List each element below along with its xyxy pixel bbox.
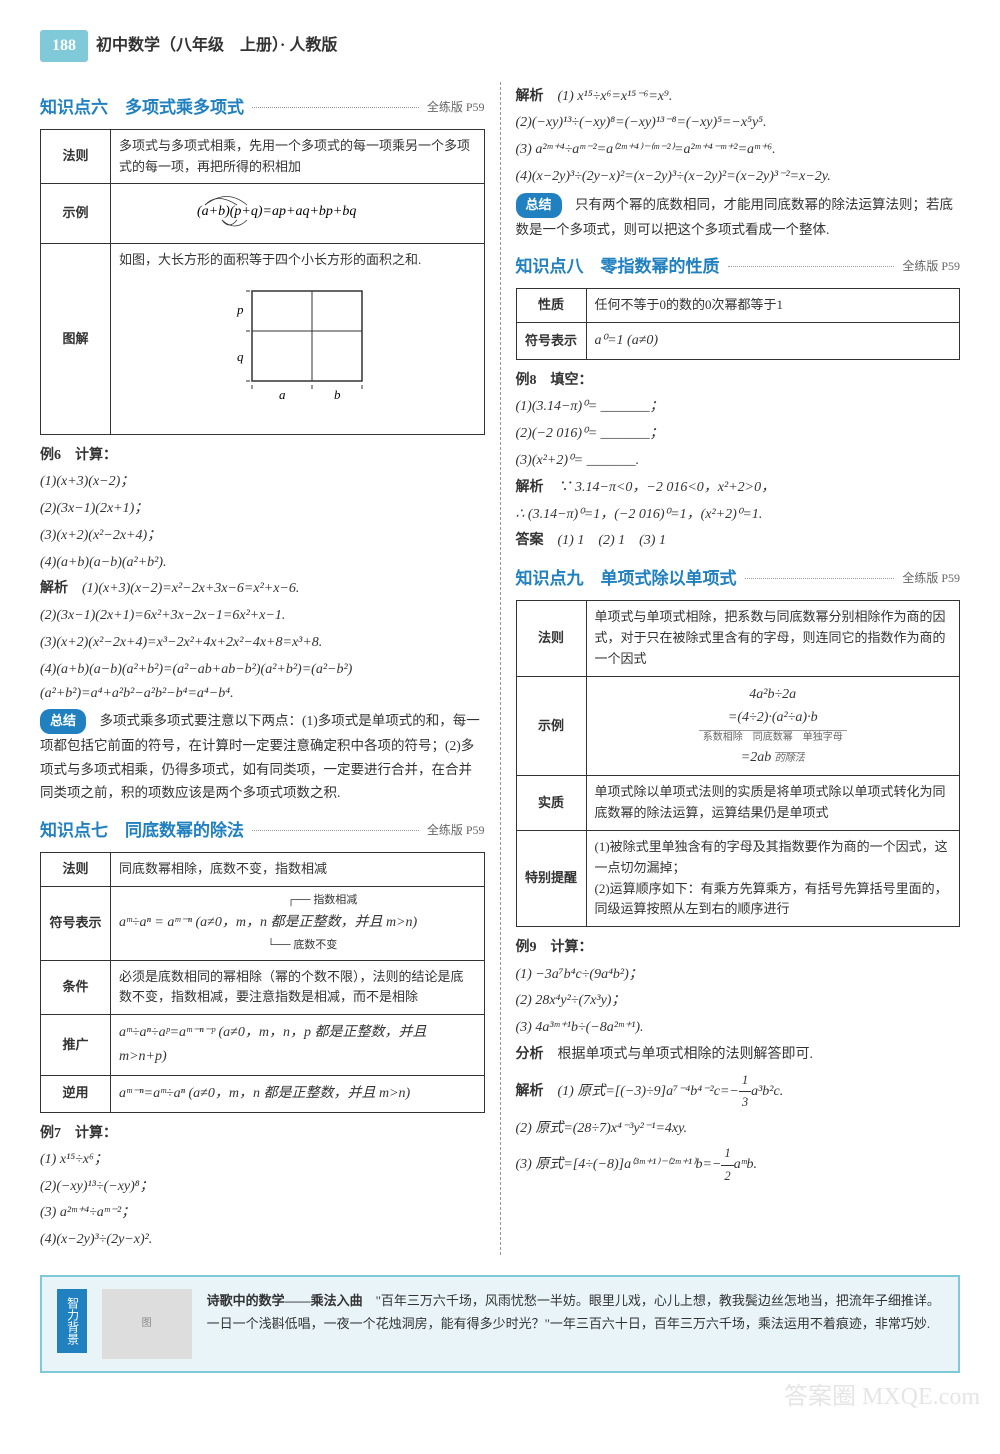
kp6-r2-label: 示例: [41, 184, 111, 244]
ex8-sol: 解析 ∵ 3.14−π<0，−2 016<0，x²+2>0，: [516, 476, 961, 500]
footer-tag: 智力背景: [57, 1289, 87, 1353]
footer-image: 图: [102, 1289, 192, 1359]
ex6-1: (1)(x+3)(x−2)；: [40, 470, 485, 494]
kp9-table: 法则 单项式与单项式相除，把系数与同底数幂分别相除作为商的因式，对于只在被除式里…: [516, 600, 961, 927]
ex6-label: 例6 计算：: [40, 445, 485, 467]
footer-text: 诗歌中的数学——乘法入曲 "百年三万六千场，风雨忧愁一半妨。眼里儿戏，心儿上想，…: [207, 1289, 943, 1359]
kp6-r1-label: 法则: [41, 129, 111, 184]
kp9-r4-label: 特别提醒: [516, 831, 586, 927]
ex7-label: 例7 计算：: [40, 1123, 485, 1145]
kp7-r5-label: 逆用: [41, 1075, 111, 1112]
kp6-summary: 总结 多项式乘多项式要注意以下两点：(1)多项式是单项式的和，每一项都包括它前面…: [40, 709, 485, 805]
kp9-r2-label: 示例: [516, 676, 586, 776]
left-column: 知识点六 多项式乘多项式全练版 P59 法则 多项式与多项式相乘，先用一个多项式…: [40, 82, 501, 1255]
svg-text:(a+b)(p+q)=ap+aq+bp+bq: (a+b)(p+q)=ap+aq+bp+bq: [197, 204, 356, 219]
kp7-r4-label: 推广: [41, 1015, 111, 1076]
right-column: 解析 (1) x¹⁵÷x⁶=x¹⁵⁻⁶=x⁹. (2)(−xy)¹³÷(−xy)…: [516, 82, 961, 1255]
kp7-r2-label: 符号表示: [41, 886, 111, 960]
ex9-sol2: (2) 原式=(28÷7)x⁴⁻³y²⁻¹=4xy.: [516, 1117, 961, 1141]
ex6-sol2: (2)(3x−1)(2x+1)=6x²+3x−2x−1=6x²+x−1.: [40, 604, 485, 628]
kp7-title: 知识点七 同底数幂的除法全练版 P59: [40, 817, 485, 844]
kp7-r4-text: aᵐ÷aⁿ÷aᵖ=aᵐ⁻ⁿ⁻ᵖ (a≠0，m，n，p 都是正整数，并且 m>n+…: [111, 1015, 485, 1076]
kp8-r1-label: 性质: [516, 289, 586, 323]
ex7-sol4: (4)(x−2y)³÷(2y−x)²=(x−2y)³÷(x−2y)²=(x−2y…: [516, 165, 961, 189]
ex8-label: 例8 填空：: [516, 370, 961, 392]
ex7-3: (3) a²ᵐ⁺⁴÷aᵐ⁻²；: [40, 1201, 485, 1225]
ex9-3: (3) 4a³ᵐ⁺¹b÷(−8a²ᵐ⁺¹).: [516, 1016, 961, 1040]
kp9-r2-cell: 4a²b÷2a =(4÷2)·(a²÷a)·b 系数相除 同底数幂 单独字母 =…: [586, 676, 960, 776]
ex7-sol: 解析 (1) x¹⁵÷x⁶=x¹⁵⁻⁶=x⁹.: [516, 85, 961, 109]
kp9-r3-text: 单项式除以单项式法则的实质是将单项式除以单项式转化为同底数幂的除法运算，运算结果…: [586, 776, 960, 831]
ex6-sol4: (4)(a+b)(a−b)(a²+b²)=(a²−ab+ab−b²)(a²+b²…: [40, 658, 485, 706]
ex7-sol2: (2)(−xy)¹³÷(−xy)⁸=(−xy)¹³⁻⁸=(−xy)⁵=−x⁵y⁵…: [516, 111, 961, 135]
kp7-r2-cell: ┌── 指数相减 aᵐ÷aⁿ = aᵐ⁻ⁿ (a≠0，m，n 都是正整数，并且 …: [111, 886, 485, 960]
svg-text:b: b: [334, 387, 341, 402]
kp8-table: 性质 任何不等于0的数的0次幂都等于1 符号表示 a⁰=1 (a≠0): [516, 288, 961, 360]
ex9-analysis: 分析 根据单项式与单项式相除的法则解答即可.: [516, 1043, 961, 1067]
ex6-3: (3)(x+2)(x²−2x+4)；: [40, 524, 485, 548]
kp8-r2-formula: a⁰=1 (a≠0): [586, 323, 960, 360]
ex7-sol3: (3) a²ᵐ⁺⁴÷aᵐ⁻²=a⁽²ᵐ⁺⁴⁾⁻⁽ᵐ⁻²⁾=a²ᵐ⁺⁴⁻ᵐ⁺²=a…: [516, 138, 961, 162]
ex8-1: (1)(3.14−π)⁰= _______；: [516, 395, 961, 419]
kp6-diagram: p q a b: [119, 271, 476, 428]
kp7-r1-text: 同底数幂相除，底数不变，指数相减: [111, 853, 485, 887]
svg-text:p: p: [236, 302, 244, 317]
kp9-r1-label: 法则: [516, 601, 586, 676]
kp7-r1-label: 法则: [41, 853, 111, 887]
page-number: 188: [40, 30, 88, 62]
kp9-title: 知识点九 单项式除以单项式全练版 P59: [516, 565, 961, 592]
ex7-4: (4)(x−2y)³÷(2y−x)².: [40, 1228, 485, 1252]
kp8-r1-text: 任何不等于0的数的0次幂都等于1: [586, 289, 960, 323]
ex6-4: (4)(a+b)(a−b)(a²+b²).: [40, 551, 485, 575]
svg-text:q: q: [237, 349, 244, 364]
kp7-r3-label: 条件: [41, 960, 111, 1015]
ex8-3: (3)(x²+2)⁰= _______.: [516, 449, 961, 473]
ex6-sol3: (3)(x+2)(x²−2x+4)=x³−2x²+4x+2x²−4x+8=x³+…: [40, 631, 485, 655]
kp7-table: 法则 同底数幂相除，底数不变，指数相减 符号表示 ┌── 指数相减 aᵐ÷aⁿ …: [40, 852, 485, 1112]
ex6-2: (2)(3x−1)(2x+1)；: [40, 497, 485, 521]
ex9-sol3: (3) 原式=[4÷(−8)]a⁽³ᵐ⁺¹⁾⁻⁽²ᵐ⁺¹⁾b=−12aᵐb.: [516, 1143, 961, 1187]
ex9-sol1: 解析 (1) 原式=[(−3)÷9]a⁷⁻⁴b⁴⁻²c=−13a³b²c.: [516, 1070, 961, 1114]
ex8-2: (2)(−2 016)⁰= _______；: [516, 422, 961, 446]
summary-tag: 总结: [40, 709, 86, 734]
ex7-2: (2)(−xy)¹³÷(−xy)⁸；: [40, 1175, 485, 1199]
kp6-r3-cell: 如图，大长方形的面积等于四个小长方形的面积之和. p q a b: [111, 244, 485, 435]
watermark: 答案圈 MXQE.com: [0, 1373, 1000, 1421]
kp8-r2-label: 符号表示: [516, 323, 586, 360]
page-header: 188 初中数学（八年级 上册）· 人教版: [40, 30, 960, 62]
ex8-sol2: ∴ (3.14−π)⁰=1，(−2 016)⁰=1，(x²+2)⁰=1.: [516, 503, 961, 527]
kp6-title: 知识点六 多项式乘多项式全练版 P59: [40, 94, 485, 121]
kp9-r4-text: (1)被除式里单独含有的字母及其指数要作为商的一个因式，这一点切勿漏掉； (2)…: [586, 831, 960, 927]
kp6-r1-text: 多项式与多项式相乘，先用一个多项式的每一项乘另一个多项式的每一项，再把所得的积相…: [111, 129, 485, 184]
kp7-summary: 总结 只有两个幂的底数相同，才能用同底数幂的除法运算法则；若底数是一个多项式，则…: [516, 193, 961, 241]
kp6-r3-text: 如图，大长方形的面积等于四个小长方形的面积之和.: [119, 250, 476, 271]
kp7-r3-text: 必须是底数相同的幂相除（幂的个数不限），法则的结论是底数不变，指数相减，要注意指…: [111, 960, 485, 1015]
footer-box: 智力背景 图 诗歌中的数学——乘法入曲 "百年三万六千场，风雨忧愁一半妨。眼里儿…: [40, 1275, 960, 1373]
kp6-r2-formula: (a+b)(p+q)=ap+aq+bp+bq: [111, 184, 485, 244]
ex9-1: (1) −3a⁷b⁴c÷(9a⁴b²)；: [516, 963, 961, 987]
ex8-ans: 答案 (1) 1 (2) 1 (3) 1: [516, 529, 961, 553]
svg-text:a: a: [279, 387, 286, 402]
summary7-tag: 总结: [516, 193, 562, 218]
kp7-r5-text: aᵐ⁻ⁿ=aᵐ÷aⁿ (a≠0，m，n 都是正整数，并且 m>n): [111, 1075, 485, 1112]
kp9-r1-text: 单项式与单项式相除，把系数与同底数幂分别相除作为商的因式，对于只在被除式里含有的…: [586, 601, 960, 676]
kp6-r3-label: 图解: [41, 244, 111, 435]
ex9-label: 例9 计算：: [516, 937, 961, 959]
ex6-sol: 解析 (1)(x+3)(x−2)=x²−2x+3x−6=x²+x−6.: [40, 577, 485, 601]
kp6-table: 法则 多项式与多项式相乘，先用一个多项式的每一项乘另一个多项式的每一项，再把所得…: [40, 129, 485, 435]
ex9-2: (2) 28x⁴y²÷(7x³y)；: [516, 989, 961, 1013]
ex7-1: (1) x¹⁵÷x⁶；: [40, 1148, 485, 1172]
kp8-title: 知识点八 零指数幂的性质全练版 P59: [516, 253, 961, 280]
book-title: 初中数学（八年级 上册）· 人教版: [96, 33, 337, 59]
kp9-r3-label: 实质: [516, 776, 586, 831]
